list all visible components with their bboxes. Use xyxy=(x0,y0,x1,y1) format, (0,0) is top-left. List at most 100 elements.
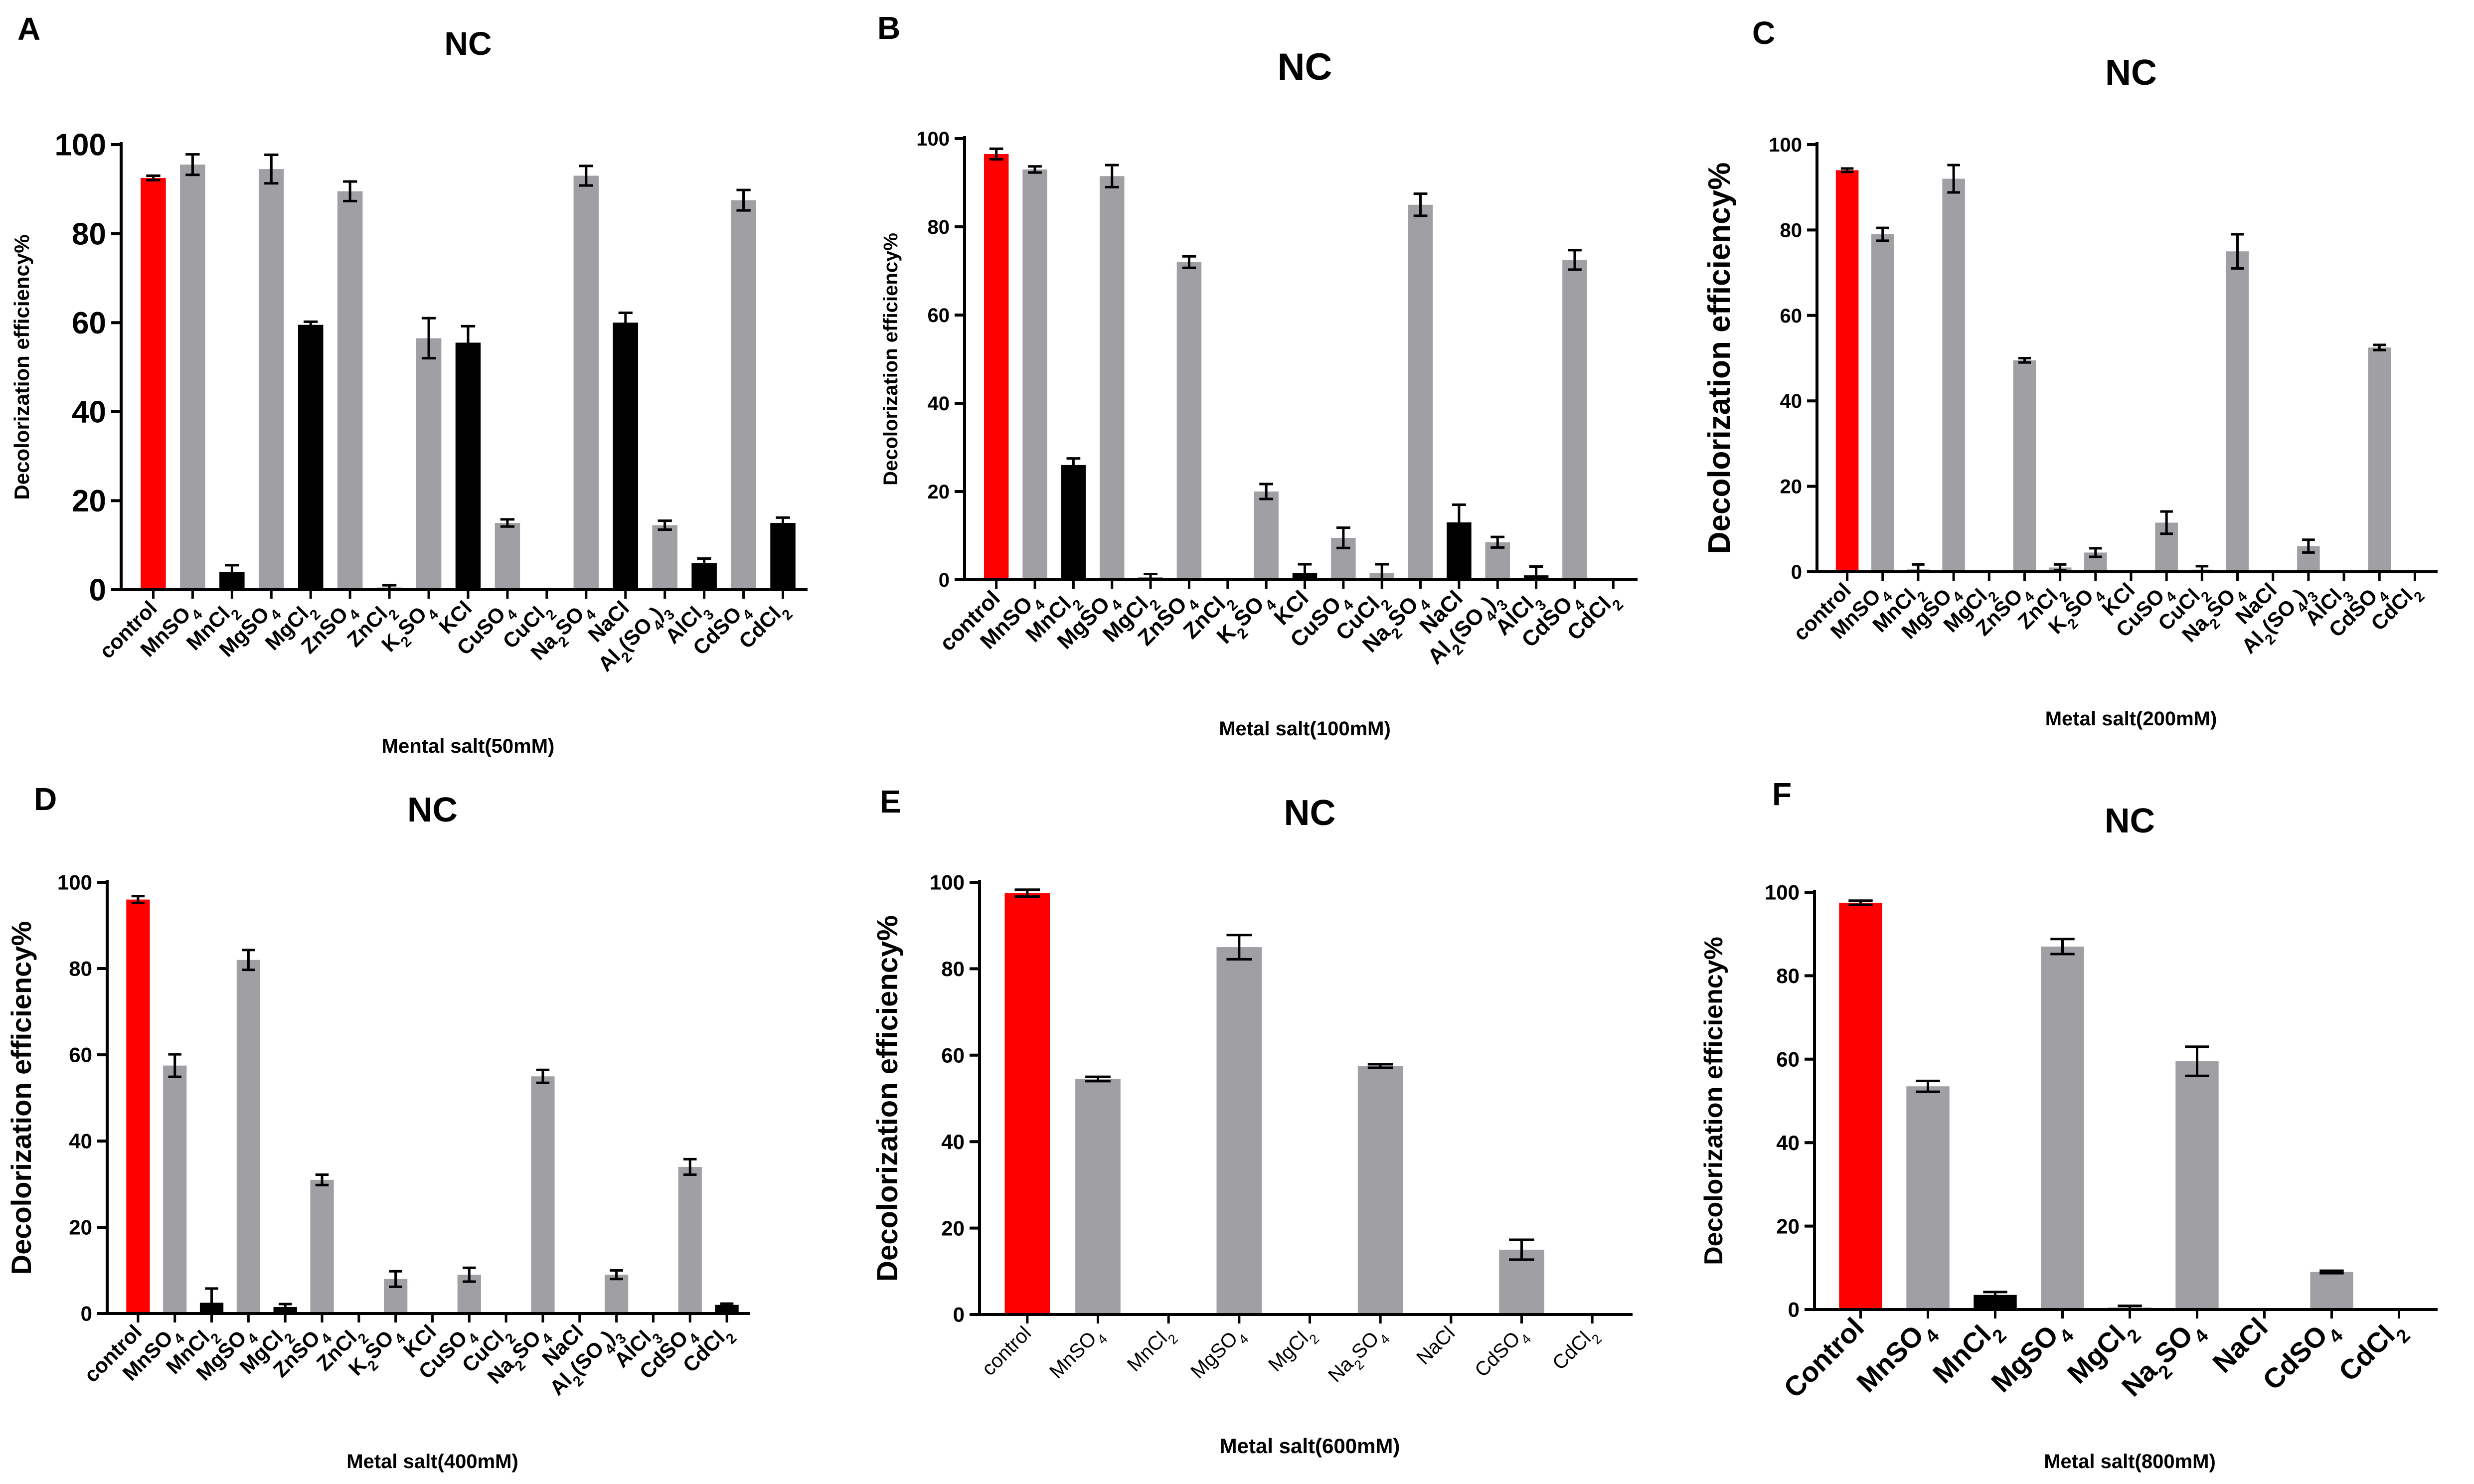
error-bar-K2SO4 xyxy=(1259,483,1274,500)
error-bar-CdSO4 xyxy=(1509,1238,1534,1261)
chart-panel-B: BNC020406080100controlMnSO4MnCl2MgSO4MgC… xyxy=(877,10,1638,740)
error-bar-CuSO4 xyxy=(2160,510,2173,535)
bar-K2SO4 xyxy=(416,338,442,590)
x-tick-label: control xyxy=(978,1322,1035,1380)
bar-Na2SO4 xyxy=(573,175,599,590)
x-tick-label: CdSO4 xyxy=(1471,1322,1534,1385)
bar-ZnSO4 xyxy=(2013,360,2036,572)
error-bar-K2SO4 xyxy=(389,1270,402,1288)
y-tick-label: 100 xyxy=(57,871,92,894)
error-bar-MnSO4 xyxy=(1085,1075,1111,1083)
x-tick-label: Na2SO4 xyxy=(1324,1322,1393,1391)
bar-CdSO4 xyxy=(1562,260,1587,580)
x-tick-label: CdCl2 xyxy=(734,596,796,658)
error-bar-AlCl3 xyxy=(697,557,711,569)
bar-NaCl xyxy=(613,323,639,590)
error-bar-MgSO4 xyxy=(1947,164,1960,194)
y-tick-label: 0 xyxy=(1791,561,1802,583)
y-tick-label: 0 xyxy=(89,573,106,608)
error-bar-CdSO4 xyxy=(1568,249,1582,271)
x-axis-label: Mental salt(50mM) xyxy=(382,735,555,757)
y-axis-label: Decolorization efficiency% xyxy=(10,234,33,499)
bar-Na2SO4 xyxy=(1357,1066,1403,1315)
chart-panel-E: E NC 0 20 40 60 80 100 control MnSO4 MnCl2 MgSO4 MgC… xyxy=(871,784,1633,1458)
y-axis-label: Decolorization efficiency% xyxy=(5,921,37,1275)
y-tick-label: 40 xyxy=(1776,1131,1800,1154)
bar-Na2SO4 xyxy=(2175,1061,2219,1310)
y-tick-label: 20 xyxy=(69,1216,92,1239)
bar-control xyxy=(1835,170,1859,572)
chart-title: NC xyxy=(2105,801,2155,840)
y-tick-label: 20 xyxy=(928,481,950,503)
bar-MgSO4 xyxy=(1099,176,1125,580)
error-bar-Na2SO4 xyxy=(536,1068,550,1084)
bar-MgCl2 xyxy=(298,325,324,590)
error-bar-CdSO4 xyxy=(683,1157,697,1176)
bar-MgSO4 xyxy=(236,960,261,1314)
x-tick-label: MgSO4 xyxy=(1985,1312,2078,1405)
error-bar-CdSO4 xyxy=(736,188,751,212)
error-bar-Al2(SO4)3 xyxy=(658,519,672,531)
y-tick-label: 60 xyxy=(72,306,106,340)
x-tick-label: MnCl2 xyxy=(1123,1322,1181,1380)
panel-label: E xyxy=(880,784,901,820)
chart-title: NC xyxy=(1284,793,1336,833)
y-tick-label: 100 xyxy=(930,871,965,894)
error-bar-CuSO4 xyxy=(500,518,515,528)
bar-CdSO4 xyxy=(731,200,756,590)
bar-MgSO4 xyxy=(1942,178,1965,572)
y-tick-label: 60 xyxy=(1776,1048,1800,1071)
x-tick-label: MgCl2 xyxy=(1264,1322,1322,1380)
error-bar-ZnCl2 xyxy=(2053,563,2067,572)
error-bar-MnSO4 xyxy=(1028,165,1042,174)
chart-title: NC xyxy=(444,25,492,62)
y-tick-label: 20 xyxy=(1780,476,1803,498)
bar-Al2(SO4)3 xyxy=(604,1275,629,1314)
chart-title: NC xyxy=(2105,53,2157,93)
y-tick-label: 80 xyxy=(1780,219,1803,241)
error-bar-Na2SO4 xyxy=(2231,233,2244,270)
bar-control xyxy=(141,177,166,590)
y-tick-label: 60 xyxy=(941,1044,965,1067)
bar-control xyxy=(1004,893,1050,1315)
error-bar-MnSO4 xyxy=(168,1053,181,1078)
error-bar-MgSO4 xyxy=(1105,164,1119,188)
y-tick-label: 80 xyxy=(928,216,950,238)
error-bar-MgSO4 xyxy=(1226,934,1252,961)
x-tick-label: K2SO4 xyxy=(2044,578,2109,643)
error-bar-MgCl2 xyxy=(278,1303,292,1312)
bar-K2SO4 xyxy=(1254,492,1279,580)
panel-label: F xyxy=(1772,776,1792,812)
error-bar-Na2SO4 xyxy=(2185,1045,2209,1077)
bar-MgSO4 xyxy=(1216,947,1262,1315)
chart-panel-A: A NC020406080100controlMnSO4MnCl2MgSO4MgC… xyxy=(10,11,808,757)
y-tick-label: 40 xyxy=(72,395,106,430)
y-tick-label: 80 xyxy=(941,957,965,981)
y-tick-label: 80 xyxy=(1776,964,1800,988)
error-bar-ZnSO4 xyxy=(315,1173,329,1186)
bar-Na2SO4 xyxy=(1408,204,1433,580)
error-bar-CdCl2 xyxy=(776,516,790,530)
x-tick-label: CdCl2 xyxy=(1548,1322,1605,1378)
panel-label: D xyxy=(34,781,57,817)
error-bar-Na2SO4 xyxy=(1413,192,1428,217)
x-tick-label: Control xyxy=(1778,1312,1870,1404)
error-bar-control xyxy=(131,895,145,905)
bar-ZnSO4 xyxy=(337,191,363,590)
y-tick-label: 0 xyxy=(953,1303,965,1326)
y-tick-label: 0 xyxy=(1788,1298,1800,1321)
y-tick-label: 100 xyxy=(1769,134,1802,156)
x-tick-label: CdCl2 xyxy=(2332,1312,2415,1394)
y-tick-label: 100 xyxy=(1765,881,1800,904)
error-bar-KCl xyxy=(461,325,476,360)
bar-KCl xyxy=(455,342,481,590)
x-tick-label: MnSO4 xyxy=(1045,1322,1110,1387)
bar-Na2SO4 xyxy=(531,1076,555,1314)
error-bar-CuSO4 xyxy=(1336,526,1350,549)
bar-CdSO4 xyxy=(678,1166,702,1314)
y-tick-label: 0 xyxy=(81,1302,92,1325)
y-tick-label: 40 xyxy=(928,393,950,415)
y-tick-label: 80 xyxy=(69,957,92,981)
bar-MnCl2 xyxy=(1061,465,1086,580)
y-tick-label: 40 xyxy=(1780,390,1803,412)
